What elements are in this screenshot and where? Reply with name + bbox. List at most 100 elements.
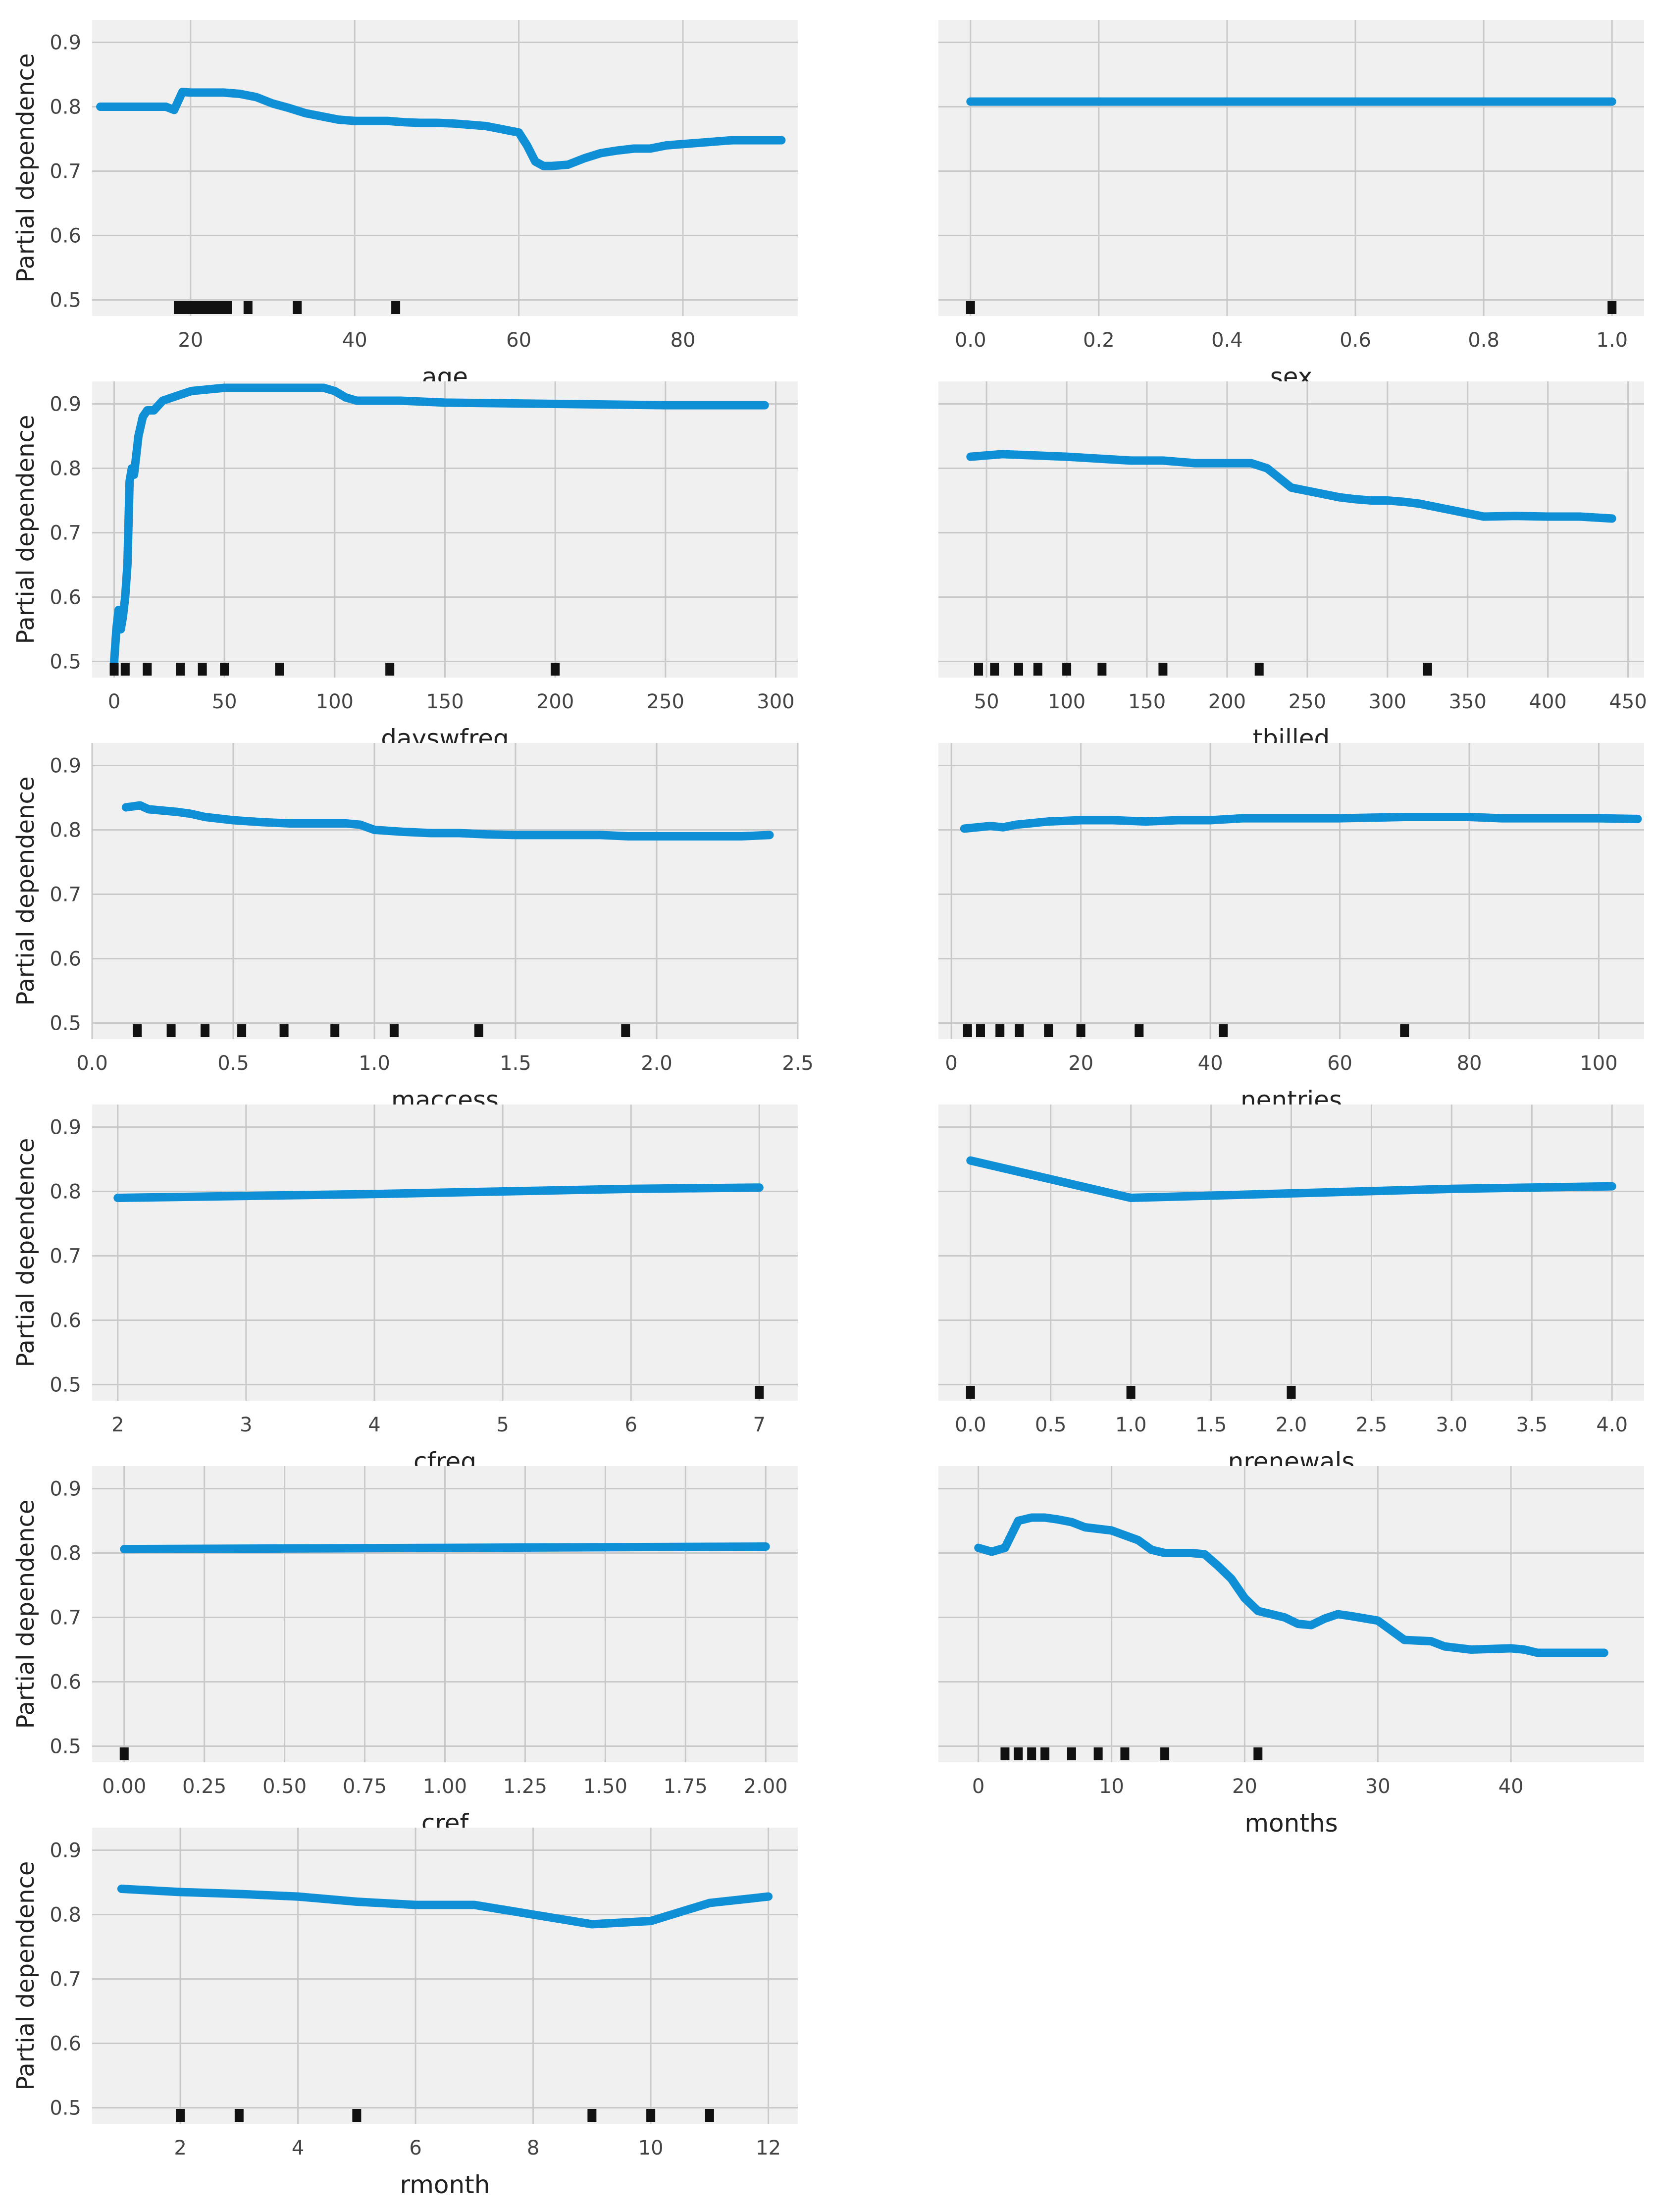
x-tick-label: 100 — [1580, 1052, 1617, 1075]
x-tick-label: 1.0 — [359, 1052, 390, 1075]
rug-tick — [1014, 663, 1023, 676]
rug-tick — [1158, 663, 1168, 676]
x-tick-label: 0.00 — [102, 1775, 146, 1798]
y-tick-label: 0.7 — [50, 1245, 81, 1268]
rug-tick — [166, 1024, 176, 1037]
x-axis-label: months — [1244, 1809, 1338, 1838]
rug-tick — [275, 663, 284, 676]
pdp-line — [113, 1183, 764, 1202]
x-tick-label: 2.5 — [1356, 1414, 1388, 1436]
plot-background — [938, 743, 1644, 1039]
x-tick-label: 350 — [1449, 690, 1487, 713]
rug-tick — [198, 663, 207, 676]
x-tick-label: 2 — [111, 1414, 124, 1436]
pdp-line — [120, 1542, 770, 1554]
rug-tick — [1253, 1747, 1263, 1760]
y-tick-label: 0.6 — [50, 2033, 81, 2055]
rug-tick — [976, 1024, 985, 1037]
x-tick-label: 1.0 — [1115, 1414, 1147, 1436]
rug-tick — [176, 2109, 185, 2122]
rug-tick — [1040, 1747, 1050, 1760]
y-tick-label: 0.9 — [50, 32, 81, 54]
x-tick-label: 1.50 — [583, 1775, 627, 1798]
y-tick-label: 0.5 — [50, 1374, 81, 1397]
x-tick-label: 0.5 — [217, 1052, 249, 1075]
rug-tick — [1607, 301, 1617, 314]
plot-background — [92, 1105, 798, 1401]
x-tick-label: 0.0 — [955, 1414, 986, 1436]
x-tick-label: 10 — [1099, 1775, 1124, 1798]
rug-tick — [1044, 1024, 1053, 1037]
x-tick-label: 0.0 — [76, 1052, 108, 1075]
rug-tick — [176, 663, 185, 676]
x-tick-label: 10 — [638, 2137, 664, 2159]
rug-tick — [705, 2109, 714, 2122]
rug-tick — [133, 1024, 142, 1037]
rug-tick — [755, 1386, 764, 1399]
x-tick-label: 0 — [945, 1052, 957, 1075]
x-tick-label: 250 — [1289, 690, 1326, 713]
y-axis-label: Partial dependence — [12, 1861, 40, 2091]
rug-tick — [385, 663, 395, 676]
y-tick-label: 0.8 — [50, 1542, 81, 1565]
pdp-line — [110, 383, 769, 666]
rug-tick — [1000, 1747, 1010, 1760]
x-tick-label: 5 — [496, 1414, 509, 1436]
rug-tick — [1254, 663, 1264, 676]
rug-tick — [1093, 1747, 1103, 1760]
y-tick-label: 0.7 — [50, 1968, 81, 1991]
rug-tick — [1400, 1024, 1409, 1037]
x-tick-label: 3 — [240, 1414, 252, 1436]
x-tick-label: 2 — [174, 2137, 186, 2159]
y-tick-label: 0.9 — [50, 393, 81, 416]
rug-tick — [243, 301, 253, 314]
y-tick-label: 0.7 — [50, 160, 81, 183]
rug-tick — [1120, 1747, 1130, 1760]
rug-tick — [1062, 663, 1072, 676]
rug-tick — [966, 1386, 975, 1399]
x-tick-label: 0.50 — [262, 1775, 307, 1798]
pdp-line — [974, 1513, 1608, 1657]
x-tick-label: 0.8 — [1468, 329, 1499, 352]
rug-tick — [974, 663, 983, 676]
pdp-panel-rmonth: 2 4 6 8 10 12 0.5 0.6 0.7 0.8 0.9 rmonth Partial dep… — [12, 1828, 798, 2199]
rug-tick — [352, 2109, 362, 2122]
x-tick-label: 7 — [753, 1414, 766, 1436]
rug-tick — [1015, 1024, 1024, 1037]
x-tick-label: 1.75 — [664, 1775, 708, 1798]
y-tick-label: 0.7 — [50, 884, 81, 906]
x-tick-label: 12 — [756, 2137, 781, 2159]
y-tick-label: 0.9 — [50, 1478, 81, 1501]
x-tick-label: 150 — [426, 690, 464, 713]
x-tick-label: 300 — [757, 690, 794, 713]
x-tick-label: 4 — [368, 1414, 380, 1436]
y-tick-label: 0.8 — [50, 96, 81, 119]
y-axis-label: Partial dependence — [12, 53, 40, 283]
pdp-line — [960, 813, 1642, 833]
rug-tick — [389, 1024, 399, 1037]
pdp-line — [117, 1885, 773, 1929]
y-tick-label: 0.5 — [50, 651, 81, 674]
rug-tick — [990, 663, 999, 676]
x-tick-label: 2.5 — [782, 1052, 814, 1075]
x-tick-label: 60 — [1327, 1052, 1352, 1075]
rug-tick — [223, 301, 232, 314]
y-tick-label: 0.7 — [50, 1607, 81, 1630]
rug-tick — [279, 1024, 289, 1037]
y-tick-label: 0.5 — [50, 1736, 81, 1758]
x-tick-label: 0.0 — [955, 329, 986, 352]
rug-tick — [201, 1024, 209, 1037]
rug-tick — [587, 2109, 597, 2122]
x-tick-label: 40 — [1198, 1052, 1223, 1075]
x-tick-label: 200 — [536, 690, 574, 713]
rug-tick — [551, 663, 560, 676]
x-tick-label: 0 — [108, 690, 120, 713]
rug-tick — [1014, 1747, 1023, 1760]
x-tick-label: 8 — [527, 2137, 539, 2159]
plot-background — [92, 743, 798, 1039]
y-tick-label: 0.5 — [50, 1012, 81, 1035]
pdp-line — [121, 801, 774, 841]
x-tick-label: 40 — [1498, 1775, 1524, 1798]
x-tick-label: 400 — [1529, 690, 1567, 713]
